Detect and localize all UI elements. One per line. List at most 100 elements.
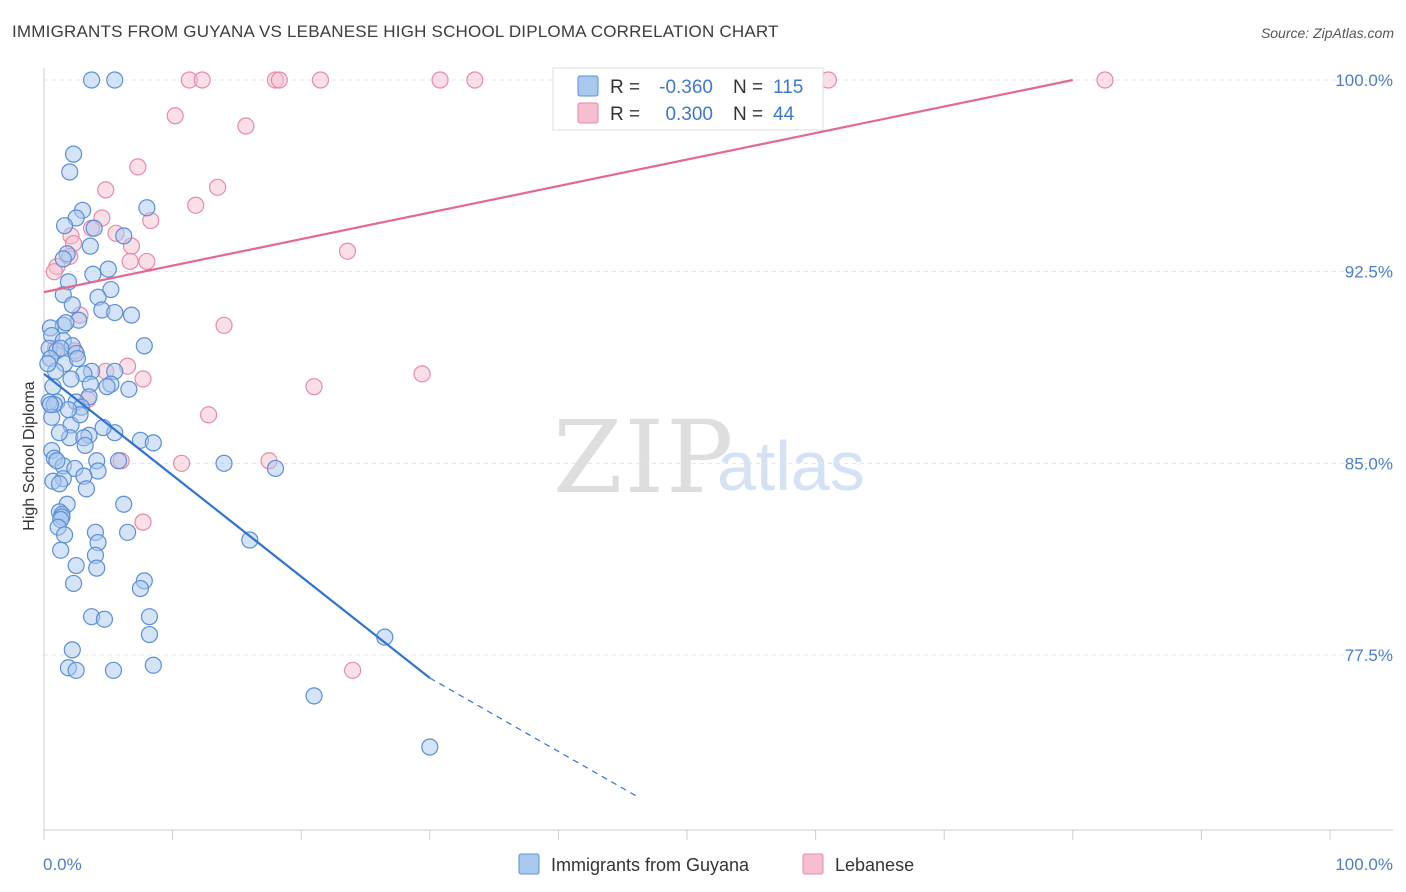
guyana-point (57, 314, 75, 332)
legend-n-value-lebanese: 44 (773, 104, 795, 125)
lebanese-point (166, 107, 184, 125)
legend-swatch-lebanese (577, 102, 599, 124)
guyana-point (48, 452, 66, 470)
guyana-point (85, 219, 103, 237)
lebanese-point (121, 252, 139, 271)
x-tick-label-min: 0.0% (43, 855, 82, 874)
legend-r-label: R = (610, 104, 640, 125)
guyana-point (50, 475, 69, 493)
lebanese-point (1096, 71, 1114, 89)
lebanese-point (215, 316, 233, 334)
guyana-point (241, 531, 259, 549)
guyana-point (67, 661, 85, 679)
y-tick-label: 92.5% (1345, 263, 1393, 282)
lebanese-point (134, 370, 152, 388)
lebanese-point (129, 158, 147, 176)
lebanese-point (97, 181, 115, 199)
series-legend-swatch-lebanese (802, 853, 824, 875)
guyana-point (144, 656, 162, 674)
guyana-trend-extension (429, 677, 636, 797)
guyana-point (68, 349, 87, 368)
guyana-point (140, 625, 159, 644)
legend-n-label: N = (733, 77, 763, 98)
guyana-point (118, 523, 137, 541)
legend-r-value-guyana: -0.360 (659, 77, 713, 98)
y-tick-label: 100.0% (1335, 71, 1393, 90)
guyana-point (135, 337, 153, 355)
lebanese-point (187, 196, 205, 214)
correlation-legend: R = -0.360 N = 115 R = 0.300 N = 44 (552, 67, 824, 131)
series-legend-swatch-guyana (518, 853, 540, 875)
series-legend: Immigrants from Guyana Lebanese (518, 853, 914, 875)
guyana-point (115, 227, 133, 245)
guyana-trend-line (43, 373, 431, 679)
guyana-point (54, 250, 72, 268)
lebanese-trend-line (43, 78, 1074, 294)
guyana-point (76, 436, 94, 455)
lebanese-point (344, 661, 362, 679)
guyana-point (102, 280, 120, 299)
guyana-point (115, 495, 133, 513)
watermark: ZIP atlas (553, 399, 865, 516)
guyana-point (77, 480, 96, 498)
guyana-point (122, 306, 141, 324)
legend-swatch-guyana (577, 75, 599, 97)
guyana-point (52, 541, 70, 559)
guyana-point (64, 574, 83, 593)
series-legend-label-lebanese: Lebanese (835, 855, 914, 875)
lebanese-point (237, 117, 255, 135)
y-tick-label: 85.0% (1345, 454, 1393, 473)
lebanese-point (338, 242, 357, 260)
guyana-point (55, 526, 74, 544)
guyana-point (50, 424, 69, 442)
guyana-point (41, 395, 60, 414)
trend-lines (43, 78, 1074, 797)
lebanese-point (466, 71, 484, 89)
legend-n-value-guyana: 115 (773, 77, 803, 98)
chart-title: IMMIGRANTS FROM GUYANA VS LEBANESE HIGH … (12, 22, 779, 41)
guyana-point (104, 661, 123, 679)
guyana-point (67, 556, 85, 575)
legend-n-label: N = (733, 104, 763, 125)
lebanese-point (134, 513, 152, 531)
x-tick-label-max: 100.0% (1335, 855, 1393, 874)
watermark-zip: ZIP (553, 399, 735, 516)
guyana-point (140, 608, 159, 626)
guyana-point (94, 418, 112, 437)
guyana-point (95, 610, 114, 628)
guyana-point (106, 71, 124, 89)
guyana-point (138, 199, 156, 217)
guyana-point (64, 145, 83, 163)
grid-lines (44, 79, 1393, 656)
legend-r-label: R = (610, 77, 640, 98)
guyana-point (62, 370, 80, 388)
y-tick-label: 77.5% (1345, 646, 1393, 665)
guyana-point (63, 296, 81, 314)
guyana-point (106, 303, 124, 322)
series-legend-label-guyana: Immigrants from Guyana (551, 855, 750, 875)
lebanese-point (45, 263, 63, 281)
guyana-point (99, 260, 117, 278)
guyana-point (120, 380, 138, 398)
guyana-point (61, 163, 79, 181)
legend-r-value-lebanese: 0.300 (665, 104, 713, 125)
guyana-point (81, 237, 99, 255)
guyana-point (215, 454, 233, 472)
lebanese-point (138, 252, 156, 271)
guyana-point (98, 378, 116, 396)
watermark-atlas: atlas (717, 427, 865, 505)
lebanese-point (200, 406, 218, 424)
guyana-point (59, 401, 78, 419)
lebanese-point (413, 365, 431, 383)
lebanese-point (173, 454, 191, 472)
source-credit: Source: ZipAtlas.com (1260, 25, 1394, 41)
guyana-point (144, 434, 162, 452)
guyana-point (109, 452, 128, 470)
lebanese-point (431, 71, 449, 89)
y-axis-title: High School Diploma (21, 381, 38, 531)
guyana-point (39, 355, 57, 373)
guyana-point (266, 459, 285, 478)
guyana-point (88, 559, 106, 577)
guyana-point (305, 687, 323, 705)
